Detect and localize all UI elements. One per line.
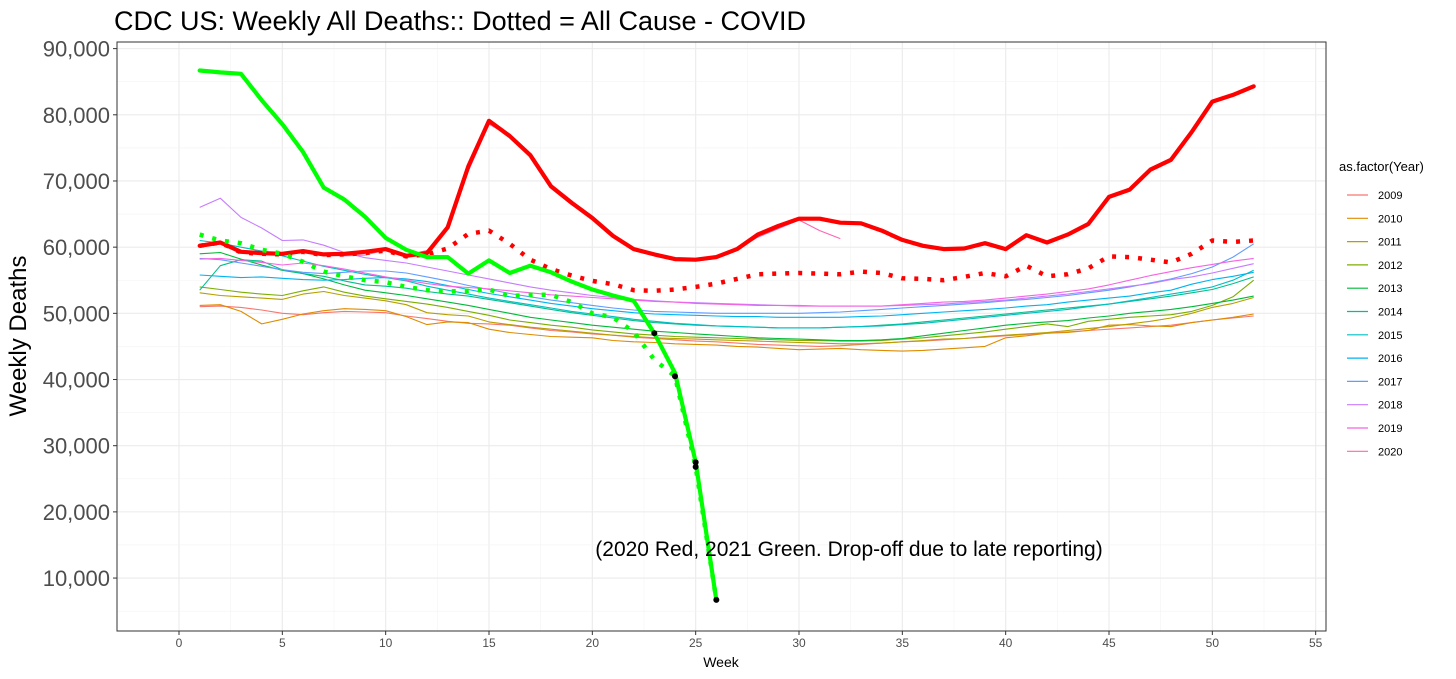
series-line-2010 [199, 304, 1254, 352]
grid-lines [117, 42, 1326, 631]
legend: as.factor(Year) 2009 2010 2011 2012 2013 2014… [1339, 159, 1424, 458]
legend-label-2016: 2016 [1378, 353, 1402, 365]
series-line-2015 [199, 239, 1254, 329]
series-line-2021-bold [197, 68, 719, 603]
legend-label-2010: 2010 [1378, 213, 1402, 225]
x-tick-label: 30 [792, 636, 806, 650]
x-axis: 0 5 10 15 20 25 30 35 40 45 50 55 [176, 631, 1323, 650]
legend-label-2019: 2019 [1378, 423, 1402, 435]
x-tick-label: 50 [1206, 636, 1220, 650]
legend-label-2020: 2020 [1378, 446, 1402, 458]
x-tick-label: 35 [896, 636, 910, 650]
x-axis-title: Week [703, 654, 740, 670]
x-tick-label: 20 [586, 636, 600, 650]
x-tick-label: 45 [1102, 636, 1116, 650]
y-tick-label: 60,000 [43, 235, 110, 260]
series-line-2016 [199, 271, 1254, 318]
data-point-marker [672, 373, 678, 380]
x-tick-label: 55 [1309, 636, 1323, 650]
chart-title: CDC US: Weekly All Deaths:: Dotted = All… [114, 6, 806, 36]
series-layer [197, 68, 1256, 603]
y-tick-label: 10,000 [43, 566, 110, 591]
end-markers [651, 330, 720, 603]
y-tick-label: 20,000 [43, 500, 110, 525]
series-line-2017 [199, 243, 1254, 314]
y-tick-label: 30,000 [43, 434, 110, 459]
legend-label-2014: 2014 [1378, 307, 1402, 319]
y-tick-label: 90,000 [43, 37, 110, 62]
chart-annotation: (2020 Red, 2021 Green. Drop-off due to l… [595, 538, 1102, 561]
legend-label-2012: 2012 [1378, 260, 1402, 272]
legend-label-2017: 2017 [1378, 376, 1402, 388]
y-tick-label: 40,000 [43, 368, 110, 393]
series-line-2011 [199, 290, 1254, 345]
legend-label-2018: 2018 [1378, 400, 1402, 412]
series-line-2012 [199, 279, 1255, 342]
y-tick-label: 70,000 [43, 169, 110, 194]
data-point-marker [692, 463, 699, 470]
y-tick-label: 80,000 [43, 103, 110, 128]
x-tick-label: 25 [689, 636, 703, 650]
y-axis-title: Weekly Deaths [5, 256, 32, 417]
data-point-marker [651, 330, 658, 337]
x-tick-label: 15 [482, 636, 496, 650]
data-point-marker [692, 459, 699, 466]
y-tick-label: 50,000 [43, 301, 110, 326]
series-line-2020-dotted [199, 228, 1254, 294]
data-point-marker [713, 596, 720, 603]
series-line-2020-bold [197, 84, 1256, 262]
legend-label-2015: 2015 [1378, 330, 1402, 342]
legend-title: as.factor(Year) [1339, 159, 1424, 174]
legend-label-2011: 2011 [1378, 237, 1402, 249]
x-tick-label: 0 [176, 636, 183, 650]
series-line-2018 [199, 197, 1254, 307]
x-tick-label: 10 [379, 636, 393, 650]
legend-label-2013: 2013 [1378, 283, 1402, 295]
series-line-2013 [199, 251, 1254, 342]
y-axis: 10,000 20,000 30,000 40,000 50,000 60,000 70,0… [43, 37, 117, 591]
x-tick-label: 5 [279, 636, 286, 650]
plot-panel-border [116, 41, 1327, 632]
series-line-2019 [199, 257, 1254, 307]
x-tick-label: 40 [999, 636, 1013, 650]
legend-label-2009: 2009 [1378, 190, 1402, 202]
